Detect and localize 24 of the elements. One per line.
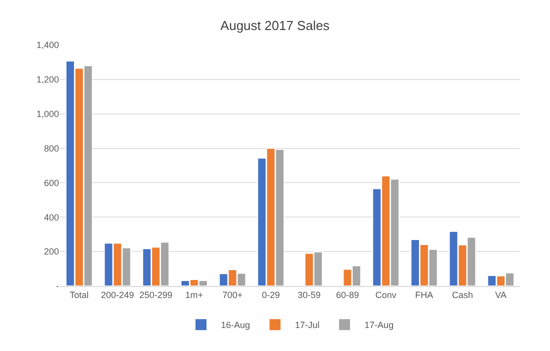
x-tick-label: 60-89 <box>336 290 360 300</box>
x-tick-label: Conv <box>375 290 397 300</box>
x-tick-label: Cash <box>452 290 474 300</box>
y-tick-label: 600 <box>44 178 59 188</box>
legend-label: 17-Jul <box>295 320 320 330</box>
y-tick-label: 800 <box>44 143 59 154</box>
chart-title: August 2017 Sales <box>220 18 330 34</box>
y-tick-label: - <box>56 281 59 292</box>
x-tick-label: 700+ <box>222 290 243 300</box>
y-tick-label: 200 <box>44 246 59 257</box>
x-tick-label: VA <box>495 290 506 300</box>
y-tick-label: 1,200 <box>36 74 59 85</box>
legend-label: 16-Aug <box>221 320 250 330</box>
x-tick-label: 0-29 <box>262 290 280 300</box>
y-tick-label: 1,000 <box>36 109 59 120</box>
x-tick-label: 200-249 <box>100 290 134 300</box>
x-tick-label: 1m+ <box>185 290 204 300</box>
x-tick-label: 30-59 <box>298 290 321 300</box>
y-tick-label: 1,400 <box>36 40 59 50</box>
legend-label: 17-Aug <box>364 320 394 330</box>
x-tick-label: 250-299 <box>139 290 172 300</box>
x-tick-label: Total <box>70 290 89 300</box>
x-tick-label: FHA <box>415 290 434 300</box>
y-tick-label: 400 <box>44 212 59 222</box>
